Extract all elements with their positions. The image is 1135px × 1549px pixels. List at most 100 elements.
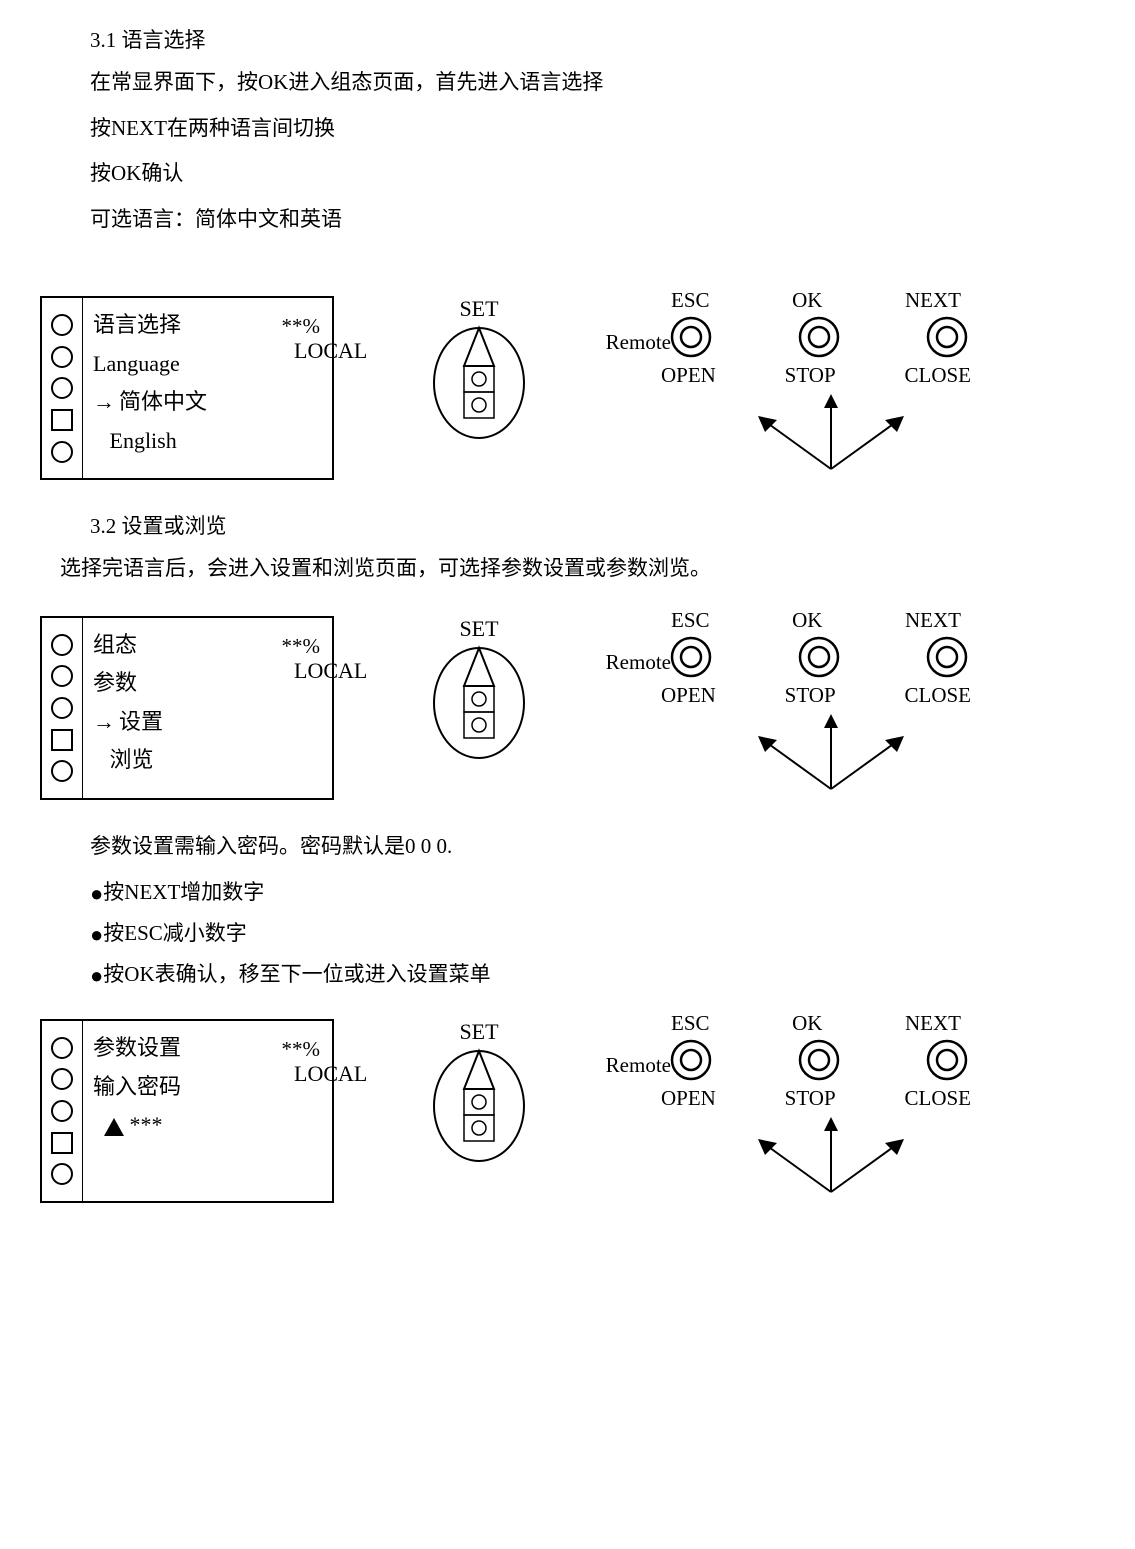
led-circle-icon (51, 1100, 73, 1122)
heading-3-2: 3.2 设置或浏览 (90, 510, 1105, 540)
lcd-2: **% 组态 参数 →设置 浏览 (40, 616, 334, 800)
led-circle-icon (51, 377, 73, 399)
pwd-b3: ●按OK表确认，移至下一位或进入设置菜单 (90, 958, 1105, 989)
lcd-content: **% 参数设置 输入密码 *** (83, 1021, 332, 1201)
button-circle-icon (925, 315, 969, 359)
stop-label: STOP (785, 683, 836, 708)
lcd-content: **% 语言选择 Language →简体中文 English (83, 298, 332, 478)
triangle-up-icon (104, 1118, 124, 1136)
p-3-2-1: 选择完语言后，会进入设置和浏览页面，可选择参数设置或参数浏览。 (60, 552, 1105, 586)
button-circle-icon (925, 1038, 969, 1082)
close-label: CLOSE (904, 683, 971, 708)
local-label: LOCAL (294, 338, 367, 364)
three-arrows-icon (731, 714, 931, 804)
lcd-line-2: 参数 (93, 664, 322, 703)
lcd-leds (42, 1021, 83, 1201)
button-circle-icon (797, 635, 841, 679)
ok-label: OK (792, 608, 822, 633)
open-label: OPEN (661, 1086, 716, 1111)
open-label: OPEN (661, 683, 716, 708)
ok-label: OK (792, 288, 822, 313)
button-circle-icon (797, 1038, 841, 1082)
three-arrows-icon (731, 1117, 931, 1207)
lcd-line-4: 浏览 (93, 741, 322, 780)
led-circle-icon (51, 1068, 73, 1090)
led-circle-icon (51, 760, 73, 782)
next-label: NEXT (905, 1011, 961, 1036)
heading-3-1: 3.1 语言选择 (90, 24, 1105, 54)
led-circle-icon (51, 314, 73, 336)
controls-3: SET LOCAL Remote ESC OK NEXT (349, 1011, 1001, 1213)
button-circle-icon (797, 315, 841, 359)
panel-row-3: **% 参数设置 输入密码 *** SET LOCAL Remote ESC O… (40, 1019, 1105, 1213)
stop-label: STOP (785, 1086, 836, 1111)
led-circle-icon (51, 1037, 73, 1059)
pwd-p1: 参数设置需输入密码。密码默认是0 0 0. (90, 830, 1105, 864)
local-label: LOCAL (294, 658, 367, 684)
bullet-icon: ● (90, 922, 103, 947)
led-circle-icon (51, 665, 73, 687)
panel-row-2: **% 组态 参数 →设置 浏览 SET LOCAL Remote ESC (40, 616, 1105, 810)
panel-row-1: **% 语言选择 Language →简体中文 English SET LOCA… (40, 296, 1105, 490)
lcd-1: **% 语言选择 Language →简体中文 English (40, 296, 334, 480)
led-circle-icon (51, 697, 73, 719)
lcd-line-2: 输入密码 (93, 1068, 322, 1107)
buttons-column: ESC OK NEXT OPEN STOP CLOSE (621, 1011, 1001, 1213)
button-circle-icon (925, 635, 969, 679)
bullet-icon: ● (90, 881, 103, 906)
arrow-right-icon: → (93, 703, 115, 742)
remote-label: Remote (606, 650, 671, 675)
remote-label: Remote (606, 330, 671, 355)
led-circle-icon (51, 1163, 73, 1185)
set-label: SET (459, 1019, 498, 1045)
ok-label: OK (792, 1011, 822, 1036)
pwd-b1: ●按NEXT增加数字 (90, 876, 1105, 907)
p-3-1-3: 按OK确认 (90, 157, 1105, 191)
lcd-line-4: English (93, 422, 322, 461)
next-label: NEXT (905, 288, 961, 313)
button-circle-icon (669, 1038, 713, 1082)
esc-label: ESC (671, 608, 710, 633)
controls-1: SET LOCAL Remote ESC OK NEXT (349, 288, 1001, 490)
close-label: CLOSE (904, 1086, 971, 1111)
esc-label: ESC (671, 1011, 710, 1036)
led-circle-icon (51, 634, 73, 656)
lcd-3: **% 参数设置 输入密码 *** (40, 1019, 334, 1203)
buttons-column: ESC OK NEXT OPEN STOP CLOSE (621, 608, 1001, 810)
led-square-icon (51, 1132, 73, 1154)
open-label: OPEN (661, 363, 716, 388)
next-label: NEXT (905, 608, 961, 633)
arrow-right-icon: → (93, 383, 115, 422)
knob-column: SET LOCAL Remote (349, 608, 609, 768)
buttons-column: ESC OK NEXT OPEN STOP CLOSE (621, 288, 1001, 490)
esc-label: ESC (671, 288, 710, 313)
lcd-content: **% 组态 参数 →设置 浏览 (83, 618, 332, 798)
p-3-1-2: 按NEXT在两种语言间切换 (90, 112, 1105, 146)
knob-column: SET LOCAL Remote (349, 288, 609, 448)
lcd-leds (42, 618, 83, 798)
pwd-b2: ●按ESC减小数字 (90, 917, 1105, 948)
local-label: LOCAL (294, 1061, 367, 1087)
led-square-icon (51, 729, 73, 751)
lcd-leds (42, 298, 83, 478)
controls-2: SET LOCAL Remote ESC OK NEXT (349, 608, 1001, 810)
button-circle-icon (669, 315, 713, 359)
remote-label: Remote (606, 1053, 671, 1078)
lcd-line-3: →简体中文 (93, 383, 322, 422)
close-label: CLOSE (904, 363, 971, 388)
led-circle-icon (51, 441, 73, 463)
lcd-line-3: →设置 (93, 703, 322, 742)
led-square-icon (51, 409, 73, 431)
p-3-1-4: 可选语言：简体中文和英语 (90, 203, 1105, 237)
bullet-icon: ● (90, 963, 103, 988)
lcd-line-3: *** (93, 1106, 322, 1145)
three-arrows-icon (731, 394, 931, 484)
lcd-line-2: Language (93, 345, 322, 384)
knob-column: SET LOCAL Remote (349, 1011, 609, 1171)
p-3-1-1: 在常显界面下，按OK进入组态页面，首先进入语言选择 (90, 66, 1105, 100)
set-label: SET (459, 296, 498, 322)
button-circle-icon (669, 635, 713, 679)
stop-label: STOP (785, 363, 836, 388)
set-label: SET (459, 616, 498, 642)
led-circle-icon (51, 346, 73, 368)
